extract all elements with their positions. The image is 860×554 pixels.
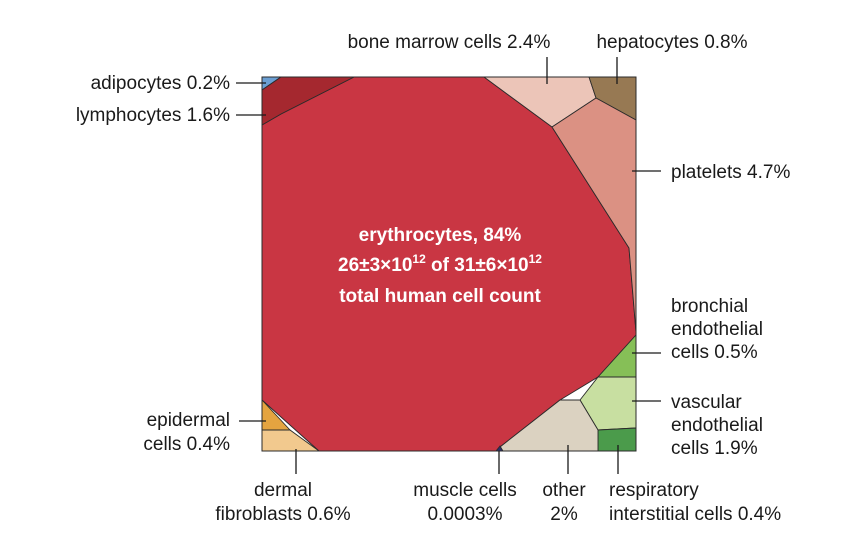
label-lymphocytes: lymphocytes 1.6% [76,105,230,126]
label-adipocytes: adipocytes 0.2% [91,73,231,94]
label-muscle-line-2: 0.0003% [427,504,502,525]
label-epidermal-line-1: epidermal [147,410,230,431]
label-epidermal: epidermal cells 0.4% [143,410,230,455]
leader-lines [236,57,661,474]
label-vascular-line-3: cells 1.9% [671,438,758,459]
center-label-exp-c: 12 [529,252,543,266]
center-label-line3: total human cell count [339,286,541,307]
center-label-total-cells: 31±6×10 [454,255,528,276]
label-vascular: vascular endothelial cells 1.9% [671,392,763,459]
label-vascular-line-2: endothelial [671,415,763,436]
label-dermal-line-2: fibroblasts 0.6% [215,504,350,525]
center-label-line1: erythrocytes, 84% [359,225,522,246]
label-other-line-2: 2% [550,504,578,525]
label-bronchial: bronchial endothelial cells 0.5% [671,296,763,363]
label-respiratory-line-1: respiratory [609,480,699,501]
chart-frame [261,76,637,452]
label-bone-marrow-line-1: bone marrow cells 2.4% [348,32,551,53]
label-bronchial-line-3: cells 0.5% [671,342,758,363]
label-lymphocytes-line-1: lymphocytes 1.6% [76,105,230,126]
center-label: erythrocytes, 84% 26±3×1012 of 31±6×1012… [338,225,542,307]
labels-layer: adipocytes 0.2% lymphocytes 1.6% bone marr… [76,32,791,525]
center-label-of: of [426,255,455,276]
label-epidermal-line-2: cells 0.4% [143,434,230,455]
label-dermal-line-1: dermal [254,480,312,501]
label-muscle: muscle cells 0.0003% [413,480,516,525]
label-vascular-line-1: vascular [671,392,742,413]
label-bronchial-line-1: bronchial [671,296,748,317]
center-label-line2: 26±3×1012 of 31±6×1012 [338,252,542,276]
label-other-line-1: other [542,480,586,501]
label-bone-marrow: bone marrow cells 2.4% [348,32,551,53]
label-platelets: platelets 4.7% [671,162,790,183]
label-adipocytes-line-1: adipocytes 0.2% [91,73,231,94]
cell-respiratory-interstitial-cells [597,427,637,452]
center-label-total-erythrocytes: 26±3×10 [338,255,412,276]
label-respiratory: respiratory interstitial cells 0.4% [609,480,781,525]
label-dermal: dermal fibroblasts 0.6% [215,480,350,525]
cells-layer [261,76,637,452]
label-hepatocytes-line-1: hepatocytes 0.8% [596,32,747,53]
label-platelets-line-1: platelets 4.7% [671,162,790,183]
label-muscle-line-1: muscle cells [413,480,516,501]
label-respiratory-line-2: interstitial cells 0.4% [609,504,781,525]
label-other: other 2% [542,480,586,525]
center-label-exp-a: 12 [412,252,426,266]
label-hepatocytes: hepatocytes 0.8% [596,32,747,53]
label-bronchial-line-2: endothelial [671,319,763,340]
